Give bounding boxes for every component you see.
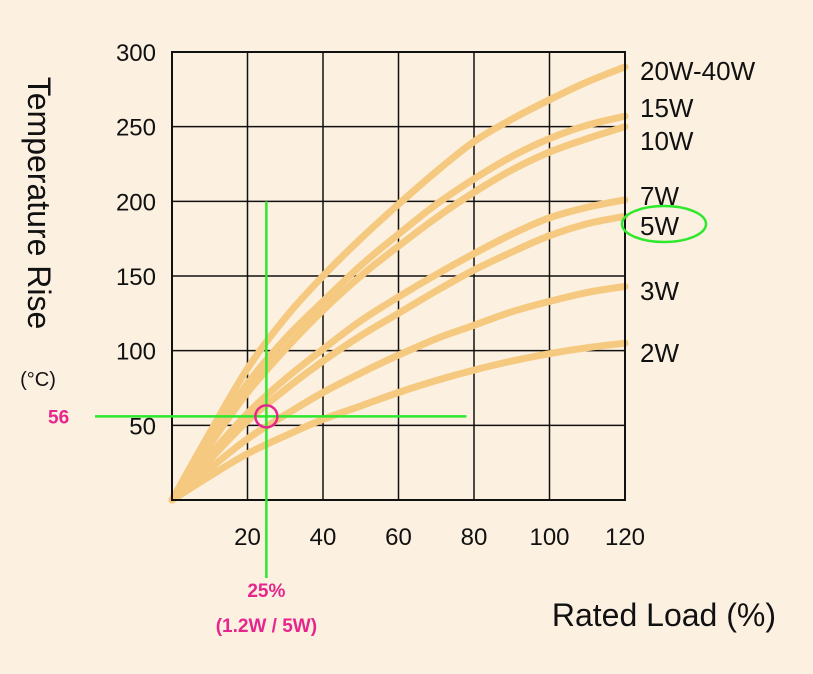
series-line-15W — [168, 112, 629, 504]
series-label: 20W-40W — [640, 56, 756, 86]
x-tick-label: 80 — [461, 524, 488, 551]
y-tick-label: 300 — [116, 40, 156, 67]
series-line-20W-40W — [168, 63, 629, 504]
series-line-5W — [168, 212, 629, 504]
x-axis-title: Rated Load (%) — [552, 597, 776, 633]
highlight-ellipse — [620, 204, 708, 244]
x-tick-label: 60 — [385, 524, 412, 551]
series-line-2W — [168, 339, 629, 504]
plot-frame — [171, 51, 626, 501]
y-tick-label: 200 — [116, 189, 156, 216]
y-axis-unit: (°C) — [20, 369, 56, 391]
y-axis-title: Temperature Rise — [21, 77, 57, 330]
marked-y-value: 56 — [48, 407, 69, 428]
y-tick-label: 50 — [129, 413, 156, 440]
series-label: 2W — [640, 338, 679, 368]
series-label: 10W — [640, 126, 694, 156]
x-tick-label: 120 — [605, 524, 645, 551]
marked-point-circle — [254, 404, 279, 429]
y-tick-label: 150 — [116, 264, 156, 291]
series-line-10W — [168, 123, 629, 504]
series-label: 5W — [640, 211, 679, 241]
series-line-3W — [168, 283, 629, 504]
series-line-7W — [168, 196, 629, 504]
y-tick-label: 100 — [116, 339, 156, 366]
marked-x-value: 25% — [247, 581, 285, 602]
x-tick-label: 40 — [310, 524, 337, 551]
x-tick-label: 20 — [234, 524, 261, 551]
series-label: 3W — [640, 276, 679, 306]
marked-x-sublabel: (1.2W / 5W) — [216, 616, 317, 637]
series-label: 15W — [640, 93, 694, 123]
x-tick-label: 100 — [529, 524, 569, 551]
y-tick-label: 250 — [116, 115, 156, 142]
